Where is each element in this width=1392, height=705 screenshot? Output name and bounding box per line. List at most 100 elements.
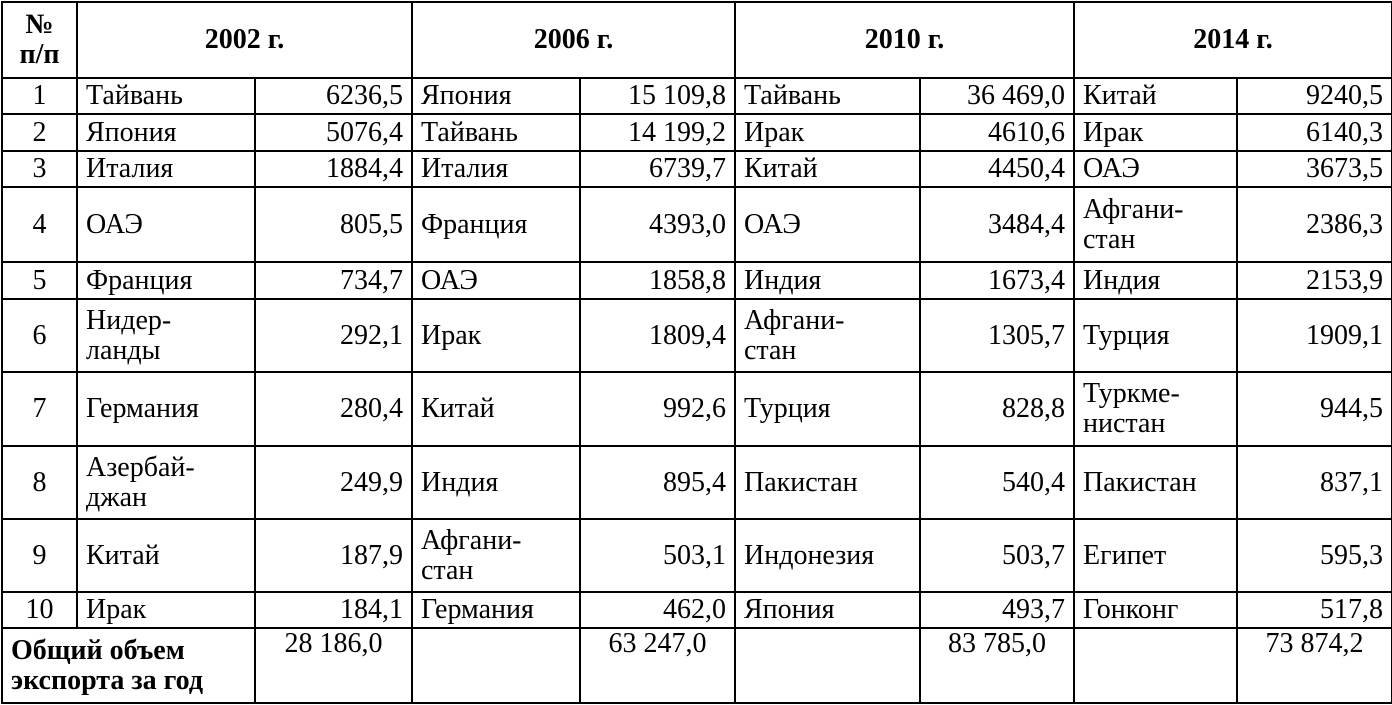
- export-value: 944,5: [1236, 371, 1392, 447]
- row-num: 10: [1, 591, 78, 629]
- country: Афгани- стан: [1073, 186, 1238, 263]
- country: Китай: [76, 518, 256, 593]
- export-value: 3673,5: [1236, 150, 1392, 188]
- export-value: 895,4: [579, 445, 736, 520]
- country: Китай: [1073, 77, 1238, 115]
- export-value: 1858,8: [579, 261, 736, 300]
- country: Тайвань: [734, 77, 921, 115]
- export-value: 184,1: [254, 591, 413, 629]
- export-value: 992,6: [579, 371, 736, 447]
- export-value: 734,7: [254, 261, 413, 300]
- total-value: 28 186,0: [254, 627, 413, 704]
- country: Япония: [411, 77, 581, 115]
- country: Германия: [411, 591, 581, 629]
- header-num: № п/п: [1, 1, 78, 79]
- country: Ирак: [76, 591, 256, 629]
- country: Франция: [411, 186, 581, 263]
- country: Индия: [1073, 261, 1238, 300]
- row-num: 8: [1, 445, 78, 520]
- empty-cell: [734, 627, 921, 704]
- country: Афгани- стан: [734, 298, 921, 373]
- country: Афгани- стан: [411, 518, 581, 593]
- export-value: 493,7: [919, 591, 1075, 629]
- country: Китай: [734, 150, 921, 188]
- export-value: 4610,6: [919, 113, 1075, 152]
- header-year: 2014 г.: [1073, 1, 1392, 79]
- export-value: 805,5: [254, 186, 413, 263]
- export-value: 2386,3: [1236, 186, 1392, 263]
- export-value: 1809,4: [579, 298, 736, 373]
- export-value: 6140,3: [1236, 113, 1392, 152]
- row-num: 2: [1, 113, 78, 152]
- total-label: Общий объем экспорта за год: [1, 627, 256, 704]
- header-year: 2010 г.: [734, 1, 1075, 79]
- row-num: 7: [1, 371, 78, 447]
- country: Германия: [76, 371, 256, 447]
- row-num: 6: [1, 298, 78, 373]
- country: Китай: [411, 371, 581, 447]
- table-row: 2 Япония 5076,4 Тайвань 14 199,2 Ирак 4610,6 Ир…: [1, 113, 1392, 152]
- country: ОАЭ: [76, 186, 256, 263]
- country: ОАЭ: [411, 261, 581, 300]
- country: Турция: [1073, 298, 1238, 373]
- table-row: 1 Тайвань 6236,5 Япония 15 109,8 Тайвань 36 46…: [1, 77, 1392, 115]
- country: Индия: [411, 445, 581, 520]
- export-value: 4450,4: [919, 150, 1075, 188]
- export-value: 5076,4: [254, 113, 413, 152]
- table-row: 9 Китай 187,9 Афгани- стан 503,1 Индонезия 503…: [1, 518, 1392, 593]
- country: Италия: [411, 150, 581, 188]
- export-value: 14 199,2: [579, 113, 736, 152]
- export-value: 1909,1: [1236, 298, 1392, 373]
- country: Франция: [76, 261, 256, 300]
- export-value: 1884,4: [254, 150, 413, 188]
- country: Гонконг: [1073, 591, 1238, 629]
- table-row: 5 Франция 734,7 ОАЭ 1858,8 Индия 1673,4 Индия 21…: [1, 261, 1392, 300]
- country: Пакистан: [734, 445, 921, 520]
- country: Япония: [734, 591, 921, 629]
- country: Япония: [76, 113, 256, 152]
- country: Туркме- нистан: [1073, 371, 1238, 447]
- export-value: 187,9: [254, 518, 413, 593]
- table-row: 10 Ирак 184,1 Германия 462,0 Япония 493,7 Гонко…: [1, 591, 1392, 629]
- country: Ирак: [411, 298, 581, 373]
- export-value: 2153,9: [1236, 261, 1392, 300]
- table-row: № п/п 2002 г. 2006 г. 2010 г. 2014 г.: [1, 1, 1392, 79]
- table-row: 4 ОАЭ 805,5 Франция 4393,0 ОАЭ 3484,4 Афгани- с…: [1, 186, 1392, 263]
- total-value: 63 247,0: [579, 627, 736, 704]
- export-value: 4393,0: [579, 186, 736, 263]
- table-row: 3 Италия 1884,4 Италия 6739,7 Китай 4450,4 ОАЭ 3…: [1, 150, 1392, 188]
- header-year: 2006 г.: [411, 1, 736, 79]
- country: ОАЭ: [1073, 150, 1238, 188]
- row-num: 9: [1, 518, 78, 593]
- country: Индонезия: [734, 518, 921, 593]
- export-value: 292,1: [254, 298, 413, 373]
- country: Пакистан: [1073, 445, 1238, 520]
- country: Египет: [1073, 518, 1238, 593]
- table-row: Общий объем экспорта за год 28 186,0 63 24…: [1, 627, 1392, 704]
- total-value: 73 874,2: [1236, 627, 1392, 704]
- export-value: 540,4: [919, 445, 1075, 520]
- export-value: 6236,5: [254, 77, 413, 115]
- export-value: 15 109,8: [579, 77, 736, 115]
- export-value: 3484,4: [919, 186, 1075, 263]
- export-value: 828,8: [919, 371, 1075, 447]
- row-num: 1: [1, 77, 78, 115]
- country: Турция: [734, 371, 921, 447]
- country: Тайвань: [76, 77, 256, 115]
- table-row: 6 Нидер- ланды 292,1 Ирак 1809,4 Афгани- стан…: [1, 298, 1392, 373]
- table-row: 7 Германия 280,4 Китай 992,6 Турция 828,8 Туркм…: [1, 371, 1392, 447]
- export-value: 595,3: [1236, 518, 1392, 593]
- country: Ирак: [734, 113, 921, 152]
- country: ОАЭ: [734, 186, 921, 263]
- row-num: 5: [1, 261, 78, 300]
- country: Азербай- джан: [76, 445, 256, 520]
- export-value: 503,1: [579, 518, 736, 593]
- country: Тайвань: [411, 113, 581, 152]
- export-value: 249,9: [254, 445, 413, 520]
- export-value: 837,1: [1236, 445, 1392, 520]
- empty-cell: [411, 627, 581, 704]
- empty-cell: [1073, 627, 1238, 704]
- country: Нидер- ланды: [76, 298, 256, 373]
